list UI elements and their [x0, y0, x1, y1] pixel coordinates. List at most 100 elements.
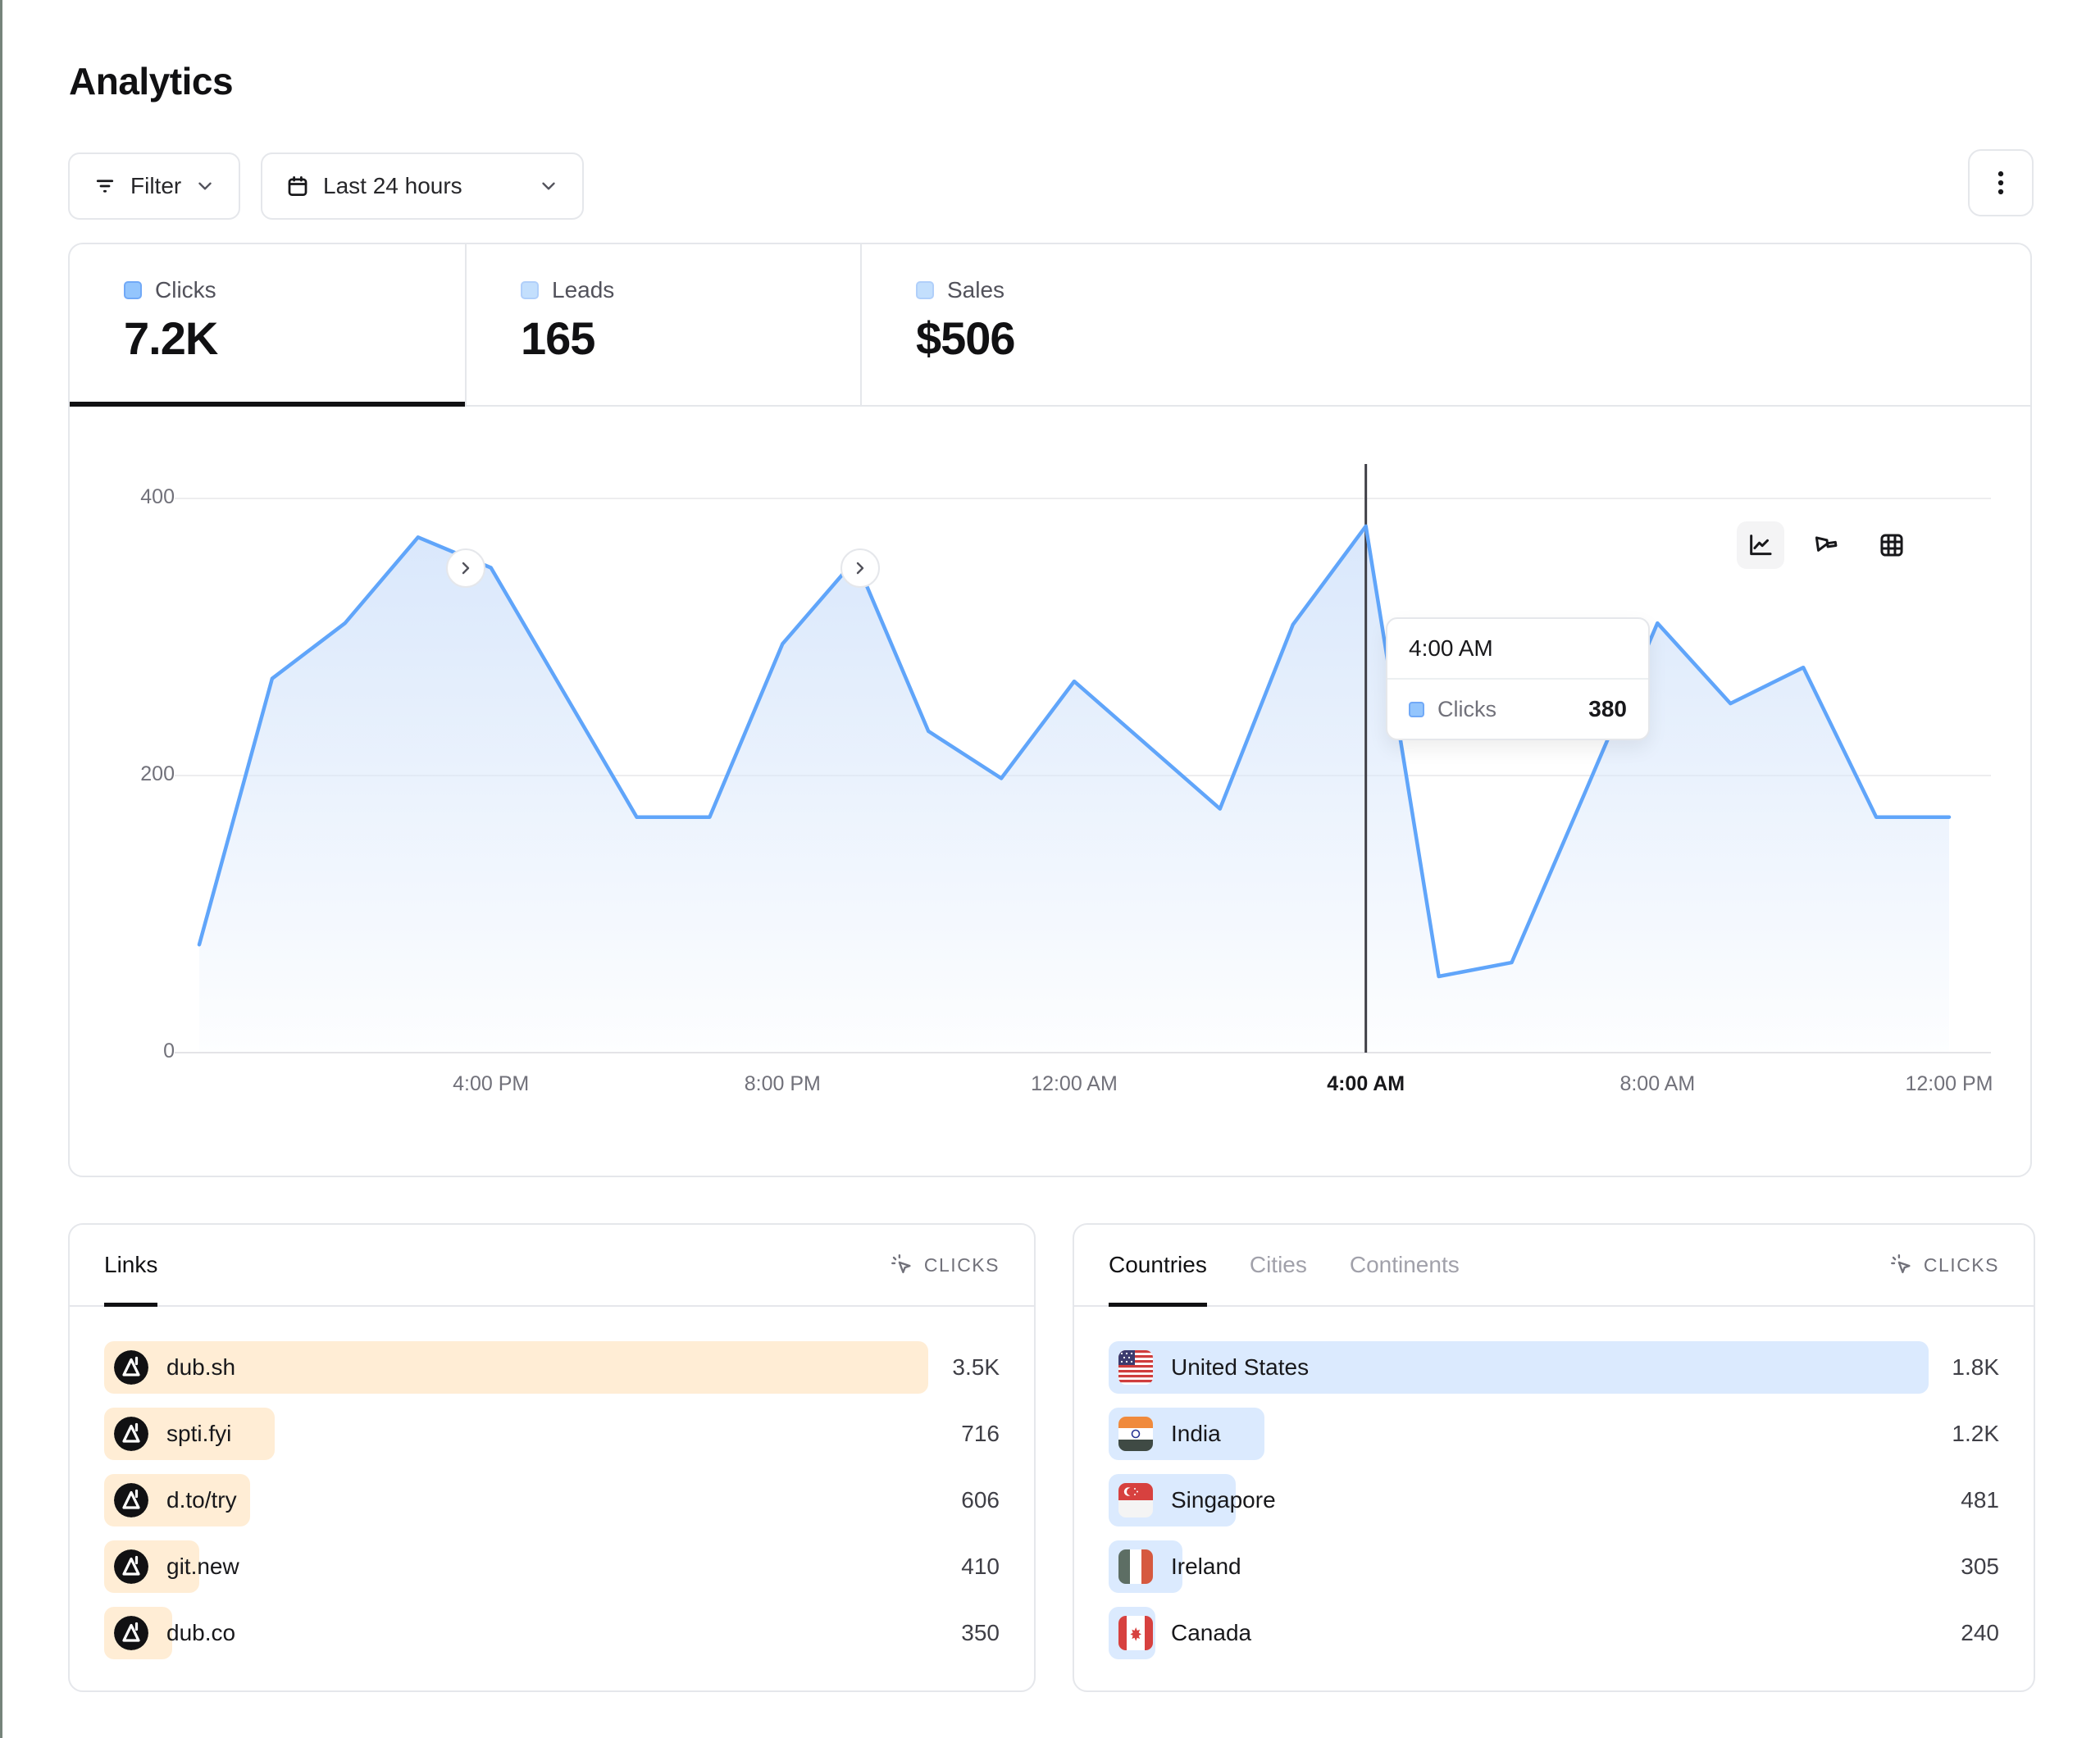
geo-metric-header[interactable]: CLICKS — [1889, 1253, 1999, 1277]
date-range-button[interactable]: Last 24 hours — [261, 152, 584, 220]
stat-tab-leads[interactable]: Leads 165 — [465, 244, 860, 405]
links-row[interactable]: dub.sh 3.5K — [104, 1341, 1000, 1394]
clicks-bar — [1109, 1341, 1929, 1394]
links-row[interactable]: dub.co 350 — [104, 1607, 1000, 1659]
stat-tab-sales[interactable]: Sales $506 — [860, 244, 2030, 405]
ie-flag-icon — [1118, 1549, 1153, 1584]
stat-tab-clicks[interactable]: Clicks 7.2K — [70, 244, 465, 407]
dub-logo-icon — [114, 1616, 148, 1650]
date-range-label: Last 24 hours — [323, 173, 462, 198]
filter-button[interactable]: Filter — [68, 152, 241, 220]
tab-continents[interactable]: Continents — [1349, 1252, 1460, 1277]
country-label: India — [1171, 1421, 1221, 1446]
tooltip-time: 4:00 AM — [1387, 619, 1648, 680]
link-label: spti.fyi — [166, 1421, 232, 1446]
clicks-area-fill — [199, 525, 1949, 1053]
country-label: Singapore — [1171, 1487, 1276, 1513]
x-tick-label: 8:00 PM — [744, 1072, 821, 1095]
x-tick-label: 12:00 AM — [1031, 1072, 1118, 1095]
expand-leads-chevron-button[interactable] — [446, 548, 485, 588]
filter-icon — [93, 174, 117, 198]
tab-links-label: Links — [104, 1252, 158, 1277]
funnel-view-button[interactable] — [1802, 521, 1850, 569]
y-tick-label: 400 — [140, 485, 175, 508]
in-flag-icon — [1118, 1417, 1153, 1451]
us-flag-icon — [1118, 1350, 1153, 1385]
links-metric-label: CLICKS — [923, 1253, 1000, 1276]
country-row[interactable]: Ireland 305 — [1109, 1540, 1999, 1593]
chevron-down-icon — [194, 175, 216, 197]
country-clicks-value: 305 — [1961, 1554, 1999, 1579]
stats-tabs: Clicks 7.2K Leads 165 Sales $506 — [70, 244, 2030, 407]
links-panel: Links CLICKS dub.sh 3.5K spti.fyi 716 d.to/t… — [68, 1223, 1036, 1692]
stat-legend-swatch — [916, 281, 934, 299]
dub-logo-icon — [114, 1350, 148, 1385]
kebab-icon — [1988, 169, 2013, 197]
stat-legend-swatch — [521, 281, 539, 299]
stat-value: $506 — [916, 312, 1016, 364]
funnel-icon — [1812, 531, 1840, 559]
country-row[interactable]: Singapore 481 — [1109, 1474, 1999, 1526]
x-tick-label: 4:00 AM — [1327, 1072, 1405, 1095]
click-cursor-icon — [890, 1253, 914, 1277]
dub-logo-icon — [114, 1549, 148, 1584]
chart-view-toggles — [1737, 521, 1916, 569]
table-view-button[interactable] — [1868, 521, 1916, 569]
x-tick-label: 8:00 AM — [1619, 1072, 1696, 1095]
tooltip-series-label: Clicks — [1437, 696, 1496, 721]
clicks-line — [197, 524, 1952, 979]
geo-metric-label: CLICKS — [1923, 1253, 1999, 1276]
ca-flag-icon — [1118, 1616, 1153, 1650]
click-cursor-icon — [1889, 1253, 1914, 1277]
tab-links[interactable]: Links — [104, 1225, 158, 1307]
country-row[interactable]: United States 1.8K — [1109, 1341, 1999, 1394]
tab-cities[interactable]: Cities — [1249, 1252, 1307, 1277]
links-row[interactable]: spti.fyi 716 — [104, 1408, 1000, 1460]
more-options-button[interactable] — [1968, 149, 2034, 216]
geo-tabs: Countries Cities Continents — [1109, 1225, 1460, 1307]
link-clicks-value: 350 — [961, 1620, 1000, 1645]
line-chart-view-button[interactable] — [1737, 521, 1784, 569]
country-label: Ireland — [1171, 1554, 1241, 1579]
stat-label: Sales — [947, 277, 1005, 303]
line-chart-icon — [1747, 531, 1774, 559]
country-row[interactable]: India 1.2K — [1109, 1408, 1999, 1460]
filter-button-label: Filter — [130, 173, 182, 198]
clicks-timeseries-chart[interactable] — [68, 426, 2032, 1090]
link-label: dub.sh — [166, 1354, 236, 1380]
country-row[interactable]: Canada 240 — [1109, 1607, 1999, 1659]
stat-legend-swatch — [124, 281, 142, 299]
y-tick-label: 0 — [163, 1040, 175, 1062]
link-label: dub.co — [166, 1620, 236, 1645]
links-row[interactable]: d.to/try 606 — [104, 1474, 1000, 1526]
links-list: dub.sh 3.5K spti.fyi 716 d.to/try 606 git.new 4… — [104, 1341, 1000, 1673]
country-label: Canada — [1171, 1620, 1252, 1645]
window-edge — [0, 0, 2, 1738]
links-metric-header[interactable]: CLICKS — [890, 1253, 1000, 1277]
sg-flag-icon — [1118, 1483, 1153, 1517]
dub-logo-icon — [114, 1417, 148, 1451]
tab-countries[interactable]: Countries — [1109, 1225, 1207, 1307]
tooltip-value: 380 — [1588, 696, 1627, 721]
geo-panel: Countries Cities Continents CLICKS United … — [1073, 1223, 2035, 1692]
stat-value: 7.2K — [124, 312, 218, 364]
country-label: United States — [1171, 1354, 1310, 1380]
grid-icon — [1878, 531, 1906, 559]
link-label: d.to/try — [166, 1487, 237, 1513]
geo-list: United States 1.8K India 1.2K Singapore 481 Ir… — [1109, 1341, 1999, 1673]
tooltip-series-swatch — [1409, 701, 1424, 717]
country-clicks-value: 481 — [1961, 1487, 1999, 1513]
chevron-down-icon — [538, 175, 559, 197]
clicks-bar — [104, 1341, 928, 1394]
chart-tooltip: 4:00 AM Clicks 380 — [1386, 617, 1650, 740]
calendar-icon — [285, 174, 310, 198]
country-clicks-value: 1.2K — [1952, 1421, 1999, 1446]
country-clicks-value: 1.8K — [1952, 1354, 1999, 1380]
link-clicks-value: 606 — [961, 1487, 1000, 1513]
page-title: Analytics — [69, 60, 234, 102]
link-clicks-value: 716 — [961, 1421, 1000, 1446]
stat-label: Leads — [552, 277, 615, 303]
x-tick-label: 4:00 PM — [453, 1072, 530, 1095]
expand-sales-chevron-button[interactable] — [840, 548, 880, 588]
links-row[interactable]: git.new 410 — [104, 1540, 1000, 1593]
